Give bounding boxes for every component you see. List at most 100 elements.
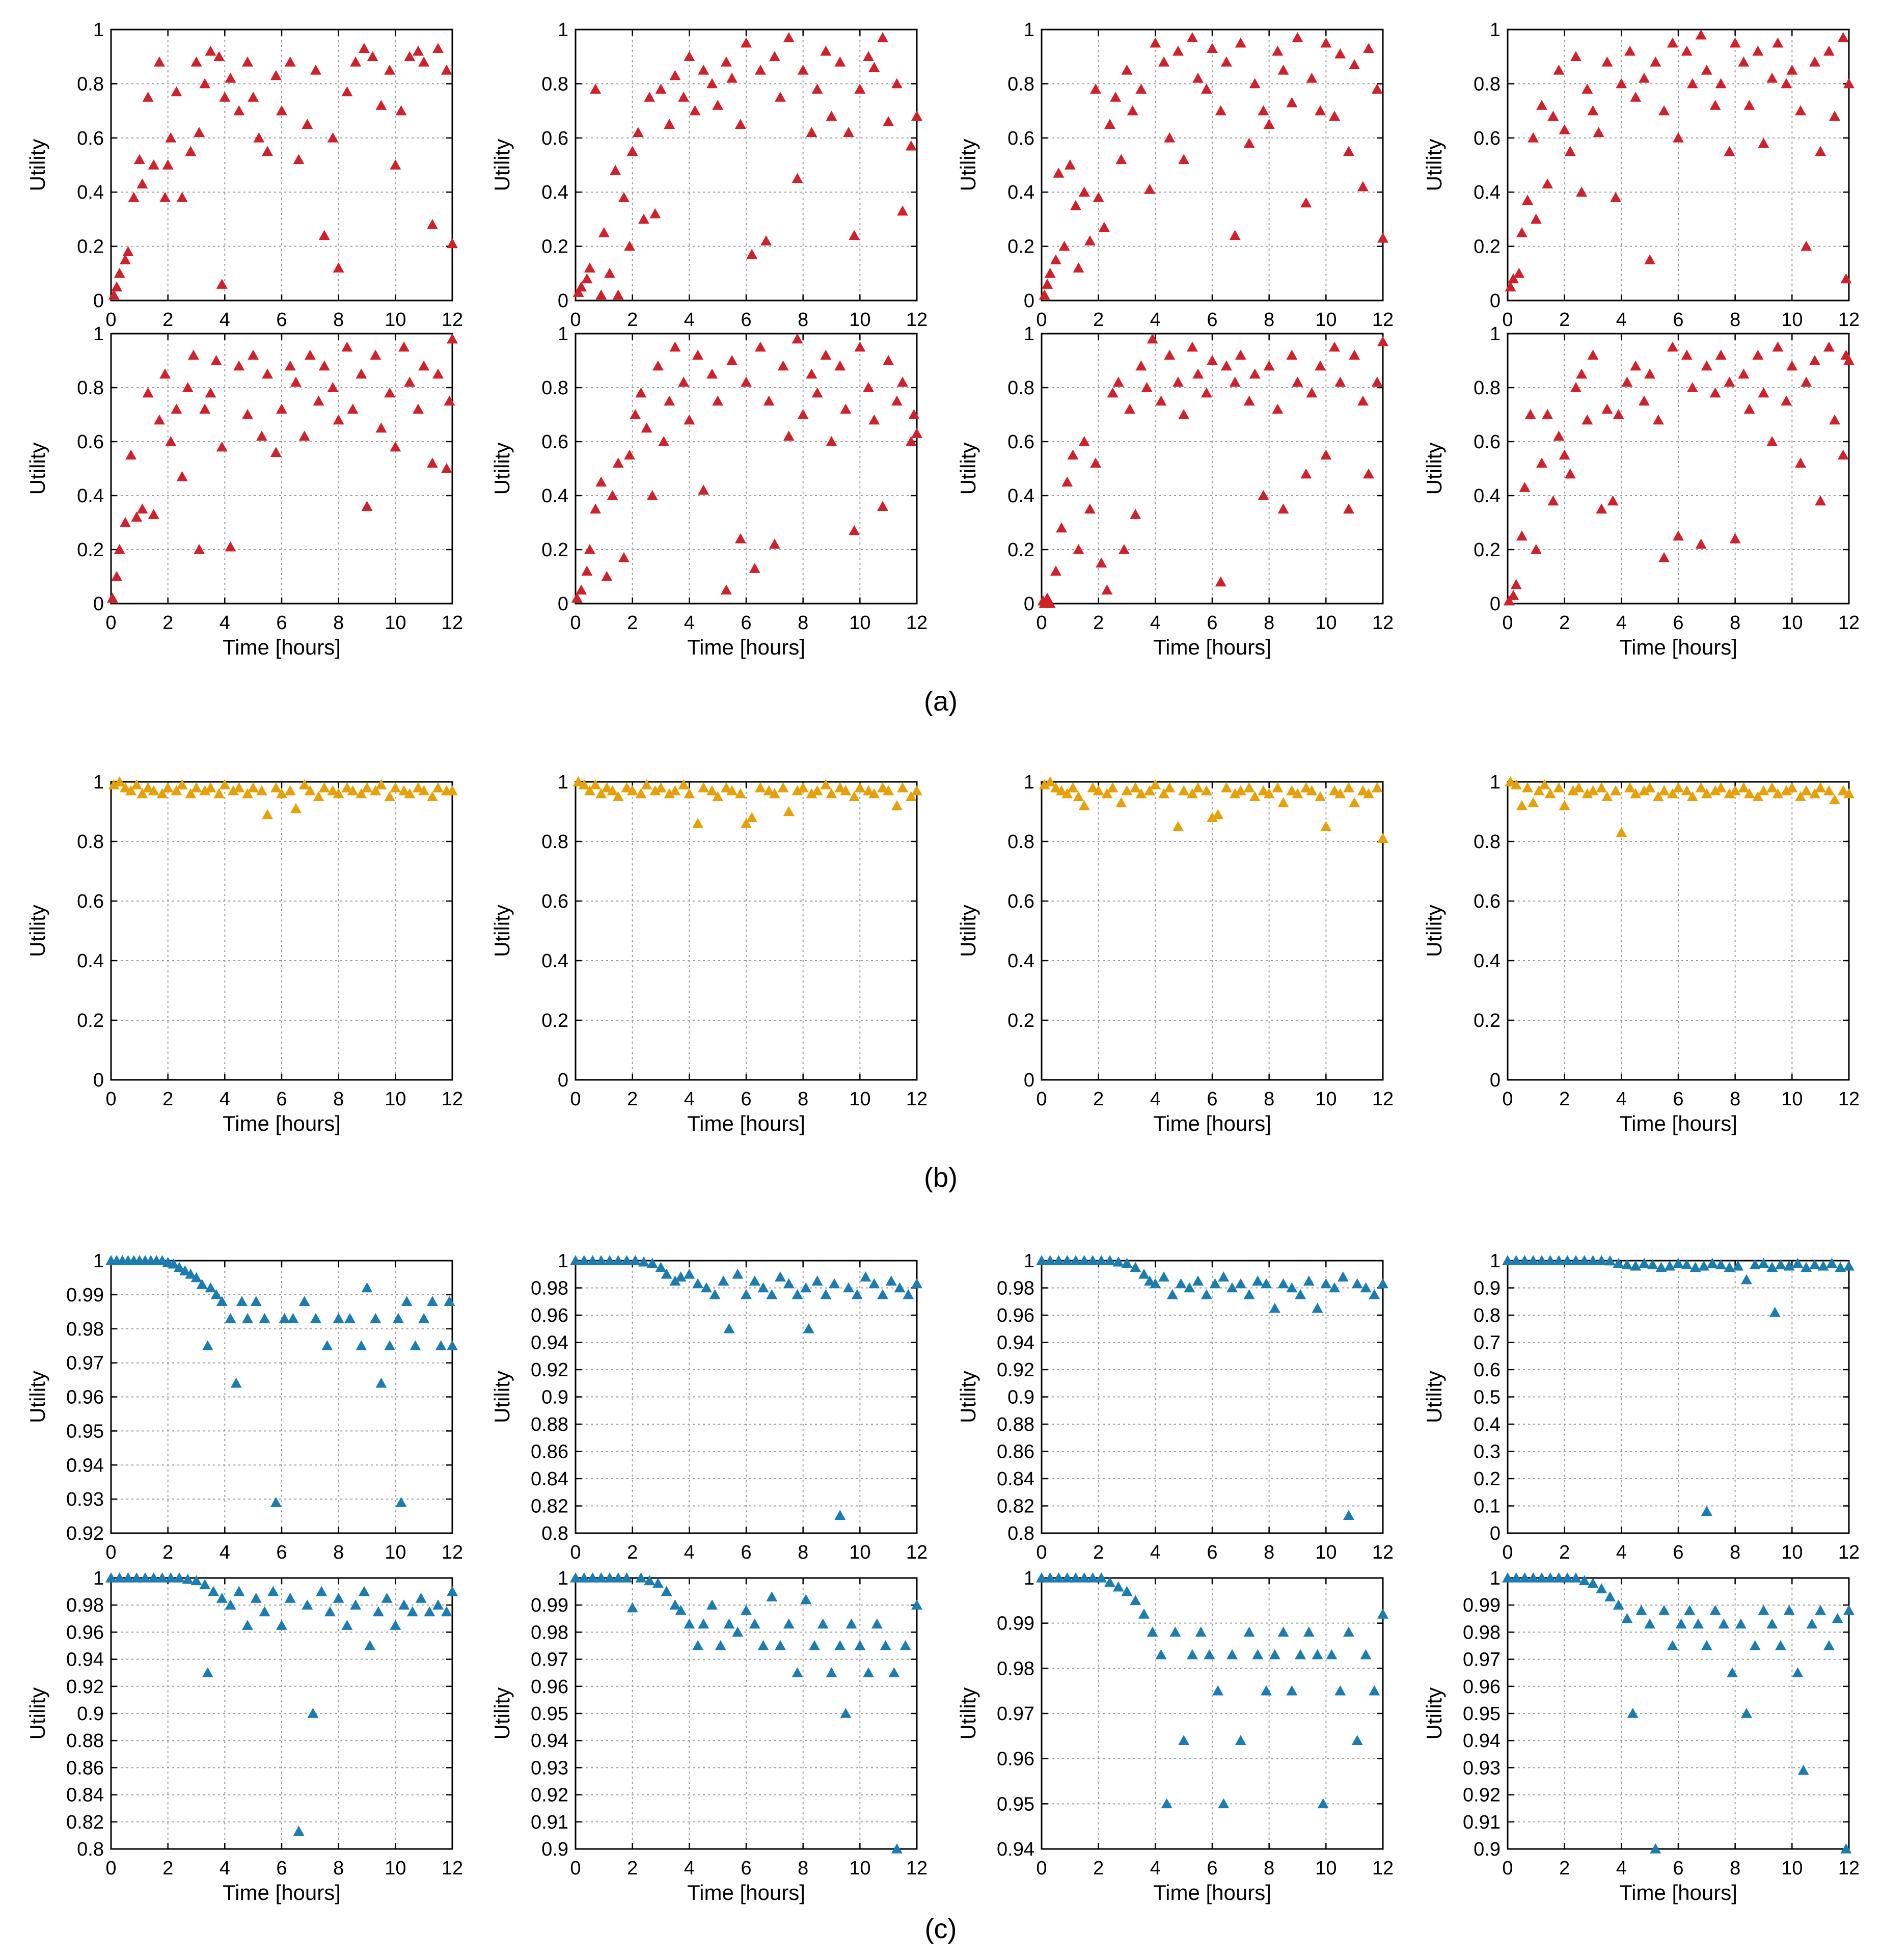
- data-point: [324, 1606, 336, 1617]
- data-point: [883, 785, 894, 796]
- data-point: [253, 132, 265, 143]
- x-axis-label: Time [hours]: [223, 635, 341, 659]
- data-point: [658, 436, 670, 446]
- y-tick-label: 0.99: [66, 1285, 104, 1306]
- y-tick-label: 0.95: [531, 1703, 568, 1725]
- data-point: [911, 428, 922, 438]
- data-point: [891, 800, 903, 810]
- y-tick-label: 0.98: [66, 1319, 104, 1340]
- x-tick-label: 6: [276, 1858, 287, 1879]
- data-point: [1681, 45, 1693, 56]
- data-point: [800, 1594, 812, 1604]
- data-point: [712, 395, 724, 406]
- data-point: [1209, 1278, 1221, 1289]
- y-tick-label: 0.94: [531, 1730, 568, 1752]
- x-tick-label: 4: [1150, 1088, 1161, 1110]
- data-point: [432, 782, 444, 793]
- data-point: [225, 541, 236, 552]
- x-tick-label: 10: [1781, 612, 1803, 634]
- data-point: [174, 1262, 185, 1272]
- data-point: [1570, 382, 1581, 392]
- y-tick-label: 0.95: [997, 1793, 1034, 1815]
- x-tick-label: 10: [1315, 1088, 1337, 1110]
- data-point: [792, 333, 803, 344]
- data-point: [1837, 32, 1849, 42]
- y-axis-label: Utility: [490, 1687, 514, 1740]
- data-point: [1673, 1258, 1684, 1268]
- data-point: [250, 1592, 262, 1603]
- data-point: [669, 341, 681, 352]
- data-point: [390, 441, 401, 452]
- x-tick-label: 10: [849, 1858, 870, 1879]
- data-point: [327, 382, 339, 392]
- data-point: [125, 449, 137, 460]
- data-point: [612, 289, 624, 300]
- data-point: [432, 1599, 444, 1610]
- data-point: [797, 64, 809, 75]
- data-point: [1596, 782, 1607, 793]
- data-point: [119, 517, 131, 527]
- data-point: [1317, 1798, 1329, 1809]
- data-point: [840, 785, 852, 796]
- data-point: [1349, 59, 1360, 69]
- data-point: [1039, 289, 1050, 300]
- y-tick-label: 0.92: [531, 1785, 568, 1806]
- data-point: [1067, 449, 1079, 460]
- data-point: [225, 72, 236, 83]
- y-tick-label: 0.6: [77, 128, 104, 149]
- data-point: [1326, 1649, 1338, 1659]
- data-point: [1639, 1258, 1650, 1268]
- data-point: [1715, 782, 1727, 793]
- data-point: [706, 785, 718, 796]
- data-point: [607, 490, 618, 500]
- data-point: [432, 368, 444, 379]
- data-point: [1272, 403, 1284, 414]
- data-point: [418, 56, 430, 67]
- y-tick-label: 0.88: [997, 1414, 1034, 1435]
- data-point: [1573, 782, 1585, 793]
- data-point: [1226, 1282, 1238, 1293]
- data-point: [877, 32, 888, 42]
- y-tick-label: 0.99: [531, 1595, 568, 1616]
- x-tick-label: 10: [1315, 612, 1337, 634]
- data-point: [1235, 1735, 1246, 1745]
- y-axis-label: Utility: [1422, 1371, 1446, 1423]
- y-axis-label: Utility: [490, 905, 514, 957]
- y-tick-label: 0.9: [541, 1387, 568, 1408]
- data-point: [757, 1640, 769, 1650]
- data-point: [635, 387, 647, 398]
- data-point: [576, 584, 587, 595]
- data-point: [1369, 1685, 1380, 1696]
- data-point: [1795, 105, 1807, 116]
- data-point: [1738, 56, 1750, 67]
- x-tick-label: 8: [1264, 1088, 1274, 1110]
- data-point: [137, 503, 148, 514]
- data-point: [1258, 490, 1269, 500]
- data-point: [248, 349, 259, 360]
- data-point: [760, 235, 772, 246]
- data-point: [1781, 785, 1792, 796]
- data-point: [604, 1572, 615, 1583]
- data-point: [863, 785, 875, 796]
- data-point: [401, 1296, 413, 1306]
- data-point: [664, 788, 675, 799]
- data-point: [1564, 468, 1576, 479]
- y-axis-label: Utility: [490, 139, 514, 192]
- data-point: [595, 289, 607, 300]
- data-point: [803, 1323, 814, 1333]
- data-point: [655, 782, 667, 793]
- data-point: [1559, 449, 1570, 460]
- data-point: [148, 785, 159, 796]
- y-tick-label: 0.98: [997, 1278, 1034, 1299]
- data-point: [726, 785, 738, 796]
- data-point: [1158, 1271, 1170, 1282]
- data-point: [156, 788, 168, 799]
- data-point: [1752, 45, 1764, 56]
- data-point: [1741, 1708, 1752, 1718]
- data-point: [1667, 1640, 1678, 1650]
- data-point: [1093, 192, 1104, 202]
- data-point: [298, 779, 310, 790]
- data-point: [1698, 1260, 1710, 1271]
